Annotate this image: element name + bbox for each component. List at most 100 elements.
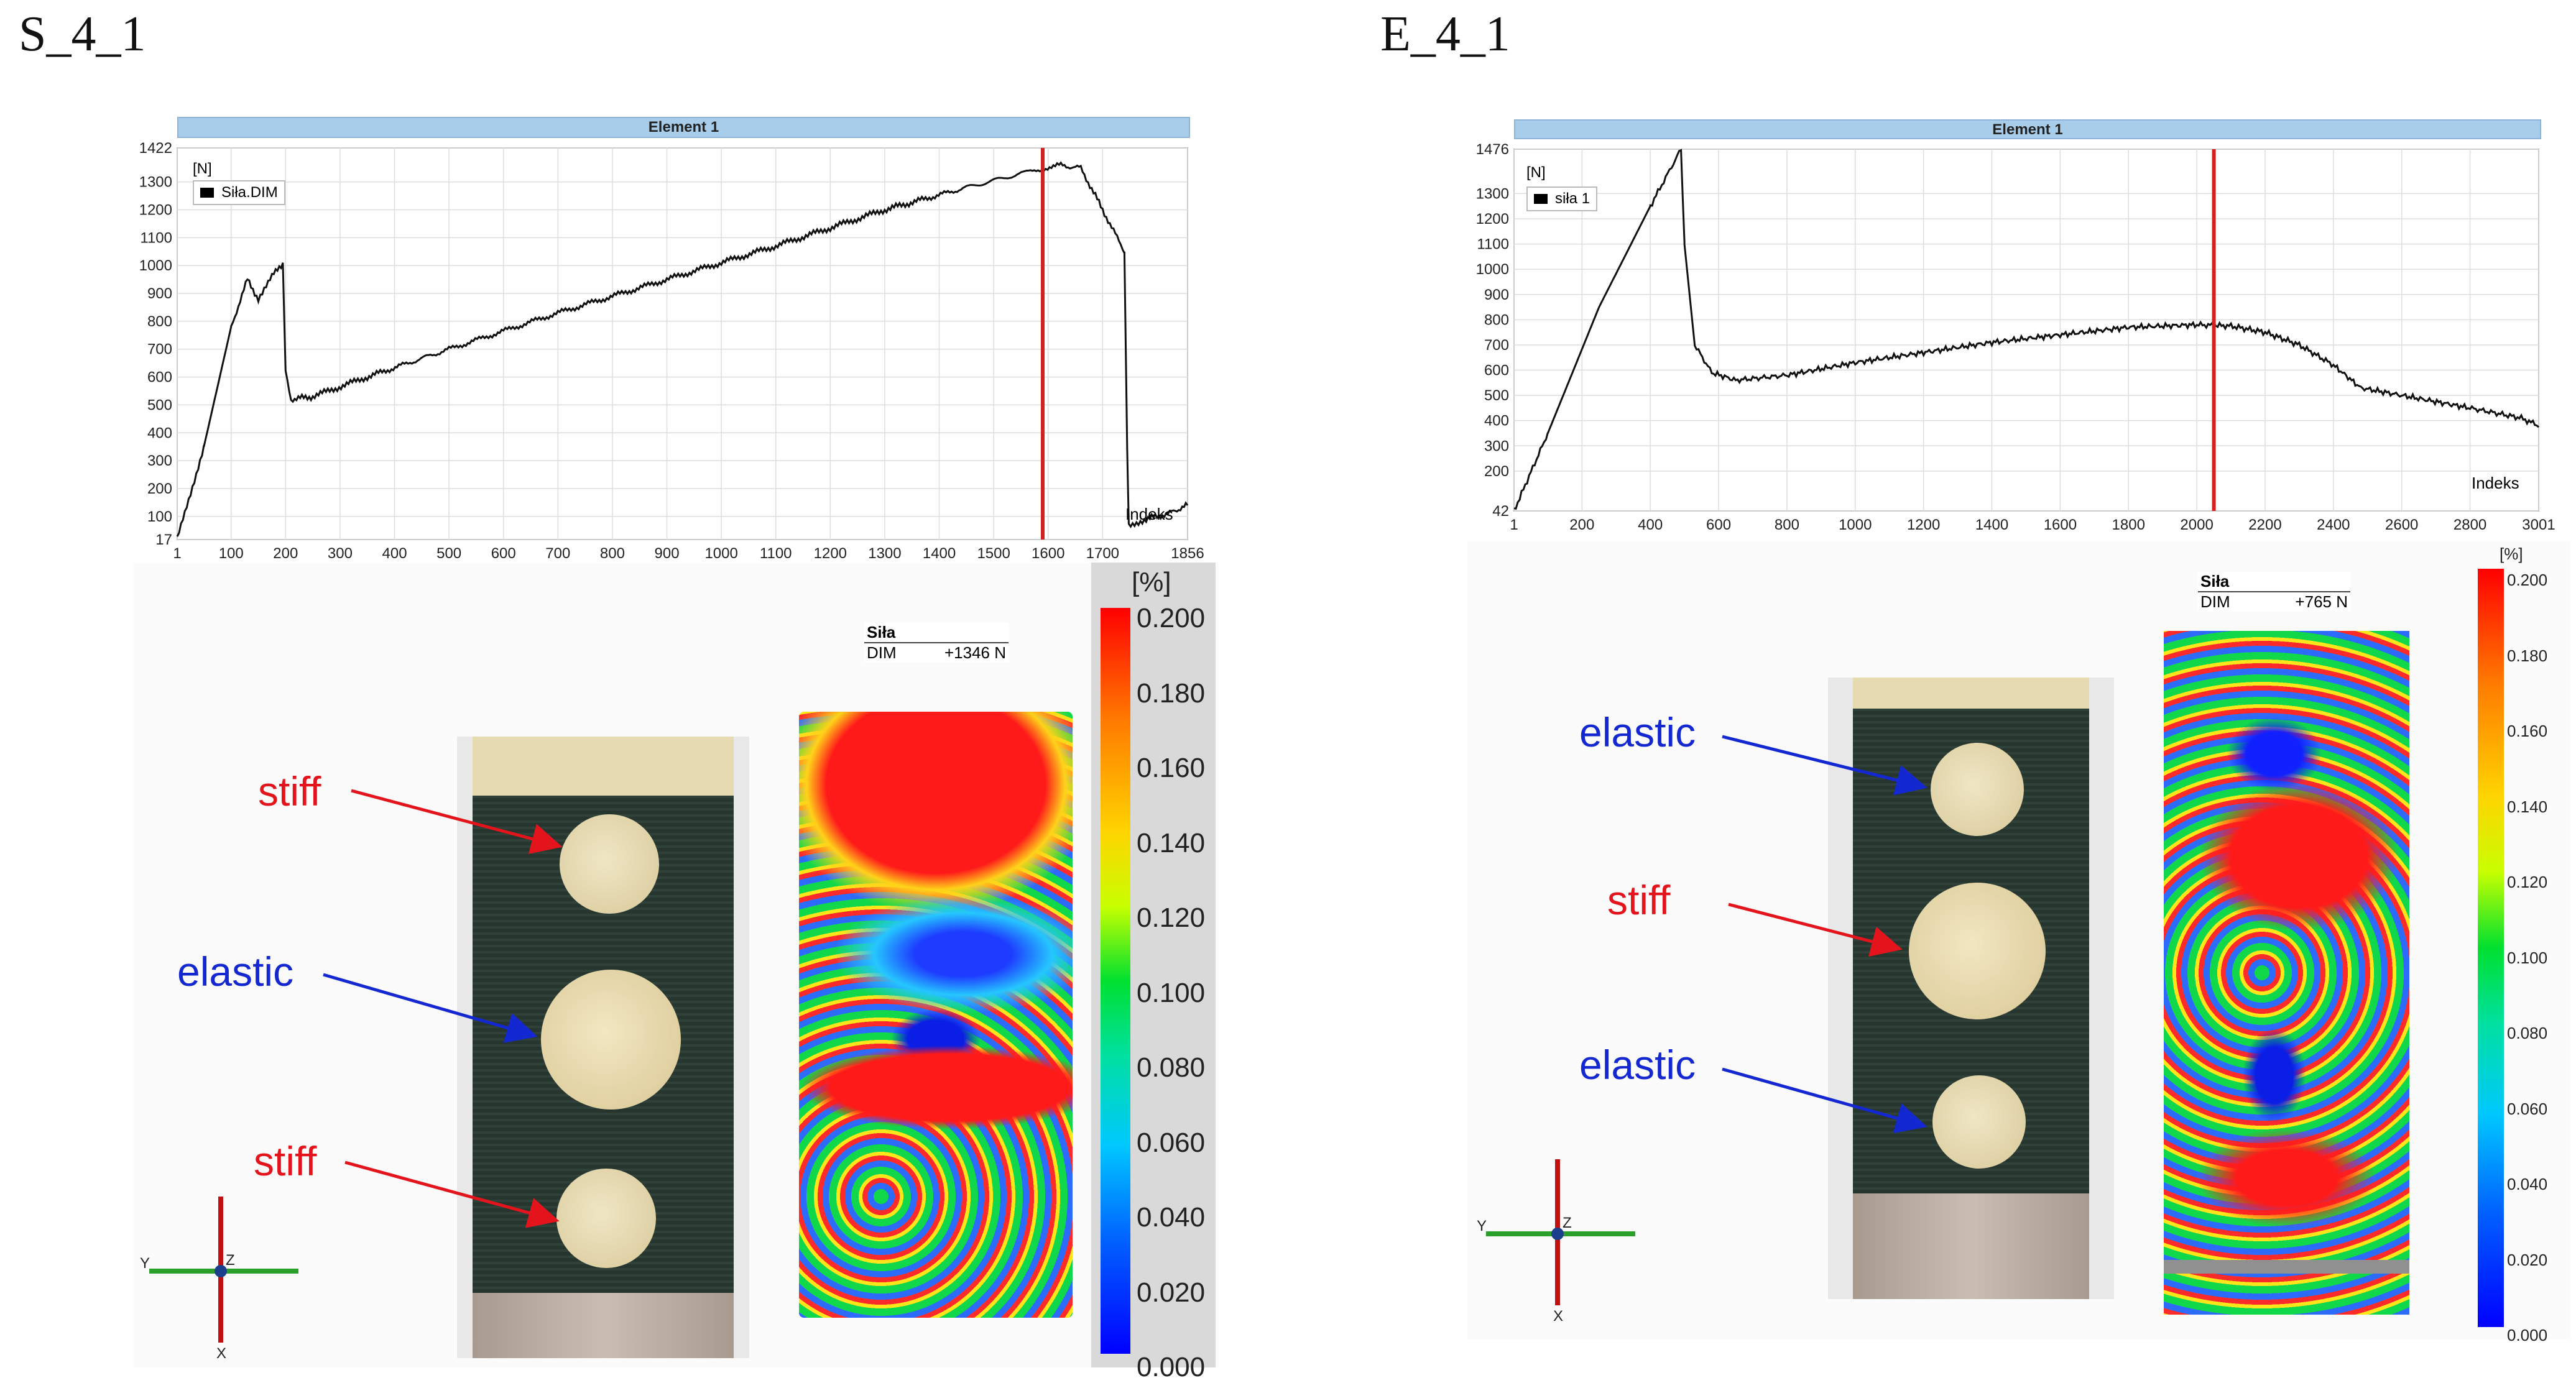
- left-specimen-photo: [457, 737, 749, 1358]
- x-tick-label: 1400: [923, 545, 956, 562]
- colorbar-tick-label: 0.120: [1137, 903, 1206, 933]
- x-tick-label: 2600: [2385, 517, 2418, 533]
- y-tick-label: 900: [147, 285, 172, 302]
- arrow: [323, 973, 538, 1043]
- y-tick-label: 400: [147, 425, 172, 441]
- y-tick-label: 600: [147, 369, 172, 386]
- y-tick-label: 400: [1484, 413, 1509, 430]
- x-tick-label: 800: [600, 545, 625, 562]
- colorbar-tick-label: 0.020: [2507, 1250, 2548, 1269]
- x-tick-label: 900: [655, 545, 680, 562]
- bottom-disc: [556, 1169, 656, 1268]
- x-tick-label: 2400: [2317, 517, 2350, 533]
- bottom-disc: [1932, 1075, 2026, 1169]
- x-tick-label: 1000: [704, 545, 737, 562]
- arrow: [1722, 735, 1927, 796]
- series-line: [176, 161, 1189, 537]
- x-tick-label: 1400: [1975, 517, 2008, 533]
- y-tick-label: 42: [1492, 503, 1509, 520]
- colorbar-tick-label: 0.200: [1137, 603, 1206, 633]
- left-axis-x: X: [216, 1345, 226, 1361]
- x-tick-label: 1300: [868, 545, 901, 562]
- x-tick-label: 2800: [2454, 517, 2486, 533]
- y-tick-label: 300: [147, 453, 172, 469]
- top-disc: [1931, 743, 2024, 836]
- colorbar-tick-label: 0.160: [1137, 753, 1206, 783]
- x-tick-label: 600: [491, 545, 516, 562]
- y-tick-label: 700: [147, 341, 172, 358]
- arrow: [351, 789, 563, 854]
- x-tick-label: 1: [173, 545, 181, 562]
- x-tick-label: 600: [1706, 517, 1731, 533]
- plot-area: [1513, 149, 2539, 512]
- y-tick-label: 1100: [140, 229, 172, 246]
- y-tick-label: 1200: [1476, 211, 1509, 227]
- right-x-axis-label: Indeks: [2472, 474, 2519, 492]
- y-tick-label: 100: [147, 508, 172, 525]
- left-annotation-elastic: elastic: [177, 949, 294, 995]
- arrow: [1728, 903, 1903, 957]
- x-tick-label: 1100: [760, 545, 792, 562]
- plot-area: [177, 147, 1188, 540]
- colorbar-tick-label: 0.100: [2507, 948, 2548, 967]
- y-tick-label: 1000: [1476, 261, 1509, 278]
- left-dim-value: +1346 N: [944, 643, 1006, 662]
- x-tick-label: 400: [382, 545, 407, 562]
- y-tick-label: 1422: [139, 140, 172, 157]
- left-colorbar: [1101, 608, 1130, 1354]
- left-axis-z: Z: [226, 1252, 235, 1269]
- y-tick-label: 900: [1484, 287, 1509, 303]
- colorbar-tick-label: 0.060: [2507, 1099, 2548, 1118]
- colorbar-tick-label: 0.080: [2507, 1024, 2548, 1042]
- x-tick-label: 1500: [977, 545, 1010, 562]
- y-tick-label: 500: [147, 397, 172, 413]
- middle-disc: [1909, 883, 2046, 1019]
- colorbar-tick-label: 0.020: [1137, 1277, 1206, 1308]
- y-tick-label: 1300: [1476, 185, 1509, 202]
- y-tick-label: 200: [1484, 463, 1509, 480]
- colorbar-tick-label: 0.040: [2507, 1175, 2548, 1193]
- x-tick-label: 1200: [814, 545, 847, 562]
- x-tick-label: 1700: [1086, 545, 1119, 562]
- x-tick-label: 100: [219, 545, 244, 562]
- right-annotation-elastic-top: elastic: [1579, 709, 1696, 755]
- left-axis-y: Y: [140, 1255, 150, 1272]
- right-axis-z: Z: [1563, 1215, 1572, 1231]
- right-annotation-arrows: [1722, 735, 1927, 1134]
- colorbar-tick-label: 0.140: [2507, 797, 2548, 816]
- top-disc: [560, 814, 659, 914]
- x-tick-label: 1856: [1171, 545, 1204, 562]
- left-colorbar-unit: [%]: [1132, 567, 1171, 597]
- colorbar-tick-label: 0.140: [1137, 827, 1206, 858]
- right-force-chart: 1 200 400 600 800 1000 1200 1400 1600 1800 2000 220…: [1476, 141, 2555, 533]
- x-tick-label: 3001: [2522, 517, 2555, 533]
- colorbar-tick-label: 0.200: [2507, 571, 2548, 589]
- right-dim-header: Siła: [2198, 572, 2350, 592]
- y-tick-label: 200: [147, 480, 172, 497]
- x-tick-label: 200: [273, 545, 298, 562]
- colorbar-tick-label: 0.120: [2507, 873, 2548, 891]
- y-tick-label: 800: [1484, 311, 1509, 328]
- y-tick-label: 1100: [1477, 236, 1509, 253]
- x-tick-label: 200: [1569, 517, 1594, 533]
- right-legend: siła 1: [1526, 186, 1598, 211]
- right-panel-header: Element 1: [1514, 119, 2541, 139]
- right-dim-key: DIM: [2200, 592, 2230, 611]
- right-axis-triad: Y Z X: [1477, 1159, 1635, 1324]
- x-tick-label: 2000: [2180, 517, 2213, 533]
- right-axis-x: X: [1553, 1308, 1563, 1324]
- right-annotation-stiff: stiff: [1607, 877, 1671, 923]
- colorbar-tick-label: 0.060: [1137, 1127, 1206, 1158]
- y-tick-label: 600: [1484, 362, 1509, 379]
- y-tick-label: 300: [1484, 438, 1509, 454]
- left-unit-label: [N]: [193, 160, 212, 177]
- y-tick-label: 1476: [1476, 141, 1509, 158]
- left-dim-key: DIM: [867, 643, 897, 662]
- x-tick-label: 500: [436, 545, 461, 562]
- colorbar-tick-label: 0.180: [2507, 646, 2548, 665]
- colorbar-tick-label: 0.100: [1137, 977, 1206, 1008]
- y-tick-label: 1200: [139, 202, 172, 219]
- colorbar-tick-label: 0.000: [2507, 1326, 2548, 1344]
- right-dim-value: +765 N: [2295, 592, 2348, 611]
- left-title: S_4_1: [19, 7, 146, 62]
